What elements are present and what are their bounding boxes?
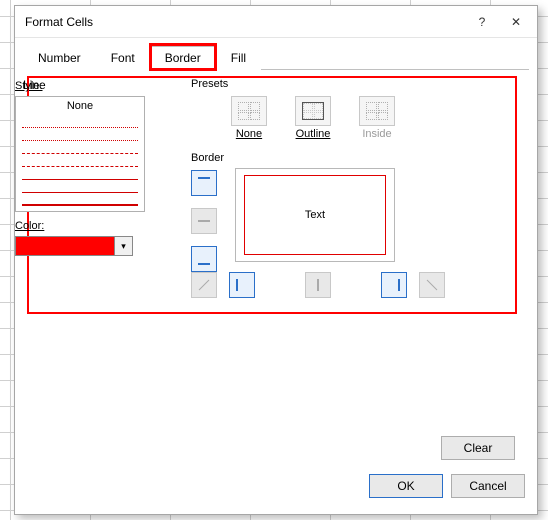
color-picker[interactable]: ▾ [15, 236, 133, 256]
cancel-label: Cancel [469, 479, 506, 493]
dialog-title: Format Cells [25, 15, 465, 29]
style-listbox[interactable]: None [15, 96, 145, 212]
tab-label: Font [111, 51, 135, 65]
style-option[interactable] [22, 196, 138, 206]
border-hmid-button [191, 208, 217, 234]
color-swatch [15, 236, 115, 256]
border-left-icon [235, 278, 249, 292]
border-right-button[interactable] [381, 272, 407, 298]
diag-up-icon [197, 278, 211, 292]
style-option[interactable] [22, 170, 138, 180]
help-icon: ? [479, 15, 486, 29]
help-button[interactable]: ? [465, 8, 499, 36]
dialog-footer: OK Cancel [15, 458, 537, 514]
cancel-button[interactable]: Cancel [451, 474, 525, 498]
preset-none-icon [238, 102, 260, 120]
preset-inside-button [359, 96, 395, 126]
tab-border[interactable]: Border [150, 46, 216, 70]
ok-label: OK [397, 479, 414, 493]
border-bottom-button[interactable] [191, 246, 217, 272]
preset-outline-button[interactable] [295, 96, 331, 126]
preset-label: None [236, 128, 262, 140]
preset-none-button[interactable] [231, 96, 267, 126]
preset-outline[interactable]: Outline [291, 96, 335, 140]
line-group-title: Line [23, 78, 167, 92]
preset-inside: Inside [355, 96, 399, 140]
style-option[interactable] [22, 131, 138, 141]
border-hmid-icon [197, 214, 211, 228]
border-top-icon [197, 176, 211, 190]
border-top-button[interactable] [191, 170, 217, 196]
border-diag-down-button [419, 272, 445, 298]
style-none[interactable]: None [16, 97, 144, 115]
presets-title: Presets [191, 78, 228, 90]
diag-down-icon [425, 278, 439, 292]
tab-number[interactable]: Number [23, 46, 96, 70]
line-group: Line Style: None Color: ▾ [23, 78, 167, 278]
border-side-buttons [191, 170, 217, 272]
chevron-down-icon[interactable]: ▾ [115, 236, 133, 256]
preset-outline-icon [302, 102, 324, 120]
border-title: Border [191, 152, 224, 164]
clear-button[interactable]: Clear [441, 436, 515, 460]
dialog-body: Line Style: None Color: ▾ Presets [15, 70, 537, 458]
style-option[interactable] [22, 157, 138, 167]
format-cells-dialog: Format Cells ? ✕ Number Font Border Fill… [14, 5, 538, 515]
border-vmid-button [305, 272, 331, 298]
tab-label: Fill [231, 51, 246, 65]
style-option[interactable] [22, 183, 138, 193]
tab-strip: Number Font Border Fill [15, 38, 537, 70]
preset-label: Outline [296, 128, 331, 140]
presets-row: None Outline Inside [227, 96, 399, 140]
style-label: Style: [15, 80, 43, 92]
titlebar: Format Cells ? ✕ [15, 6, 537, 38]
border-bottom-icon [197, 252, 211, 266]
border-left-button[interactable] [229, 272, 255, 298]
clear-label: Clear [464, 441, 493, 455]
border-right-icon [387, 278, 401, 292]
close-button[interactable]: ✕ [499, 8, 533, 36]
border-preview: Text [235, 168, 395, 262]
tab-label: Number [38, 51, 81, 65]
tab-font[interactable]: Font [96, 46, 150, 70]
preset-inside-icon [366, 102, 388, 120]
style-option[interactable] [22, 118, 138, 128]
border-bottom-buttons [191, 272, 445, 298]
preset-label: Inside [362, 128, 391, 140]
style-option[interactable] [22, 144, 138, 154]
border-preview-text: Text [305, 209, 325, 221]
border-diag-up-button [191, 272, 217, 298]
preset-none[interactable]: None [227, 96, 271, 140]
close-icon: ✕ [511, 15, 521, 29]
tab-label: Border [165, 51, 201, 65]
ok-button[interactable]: OK [369, 474, 443, 498]
color-label: Color: [15, 220, 44, 232]
tab-fill[interactable]: Fill [216, 46, 261, 70]
border-vmid-icon [311, 278, 325, 292]
